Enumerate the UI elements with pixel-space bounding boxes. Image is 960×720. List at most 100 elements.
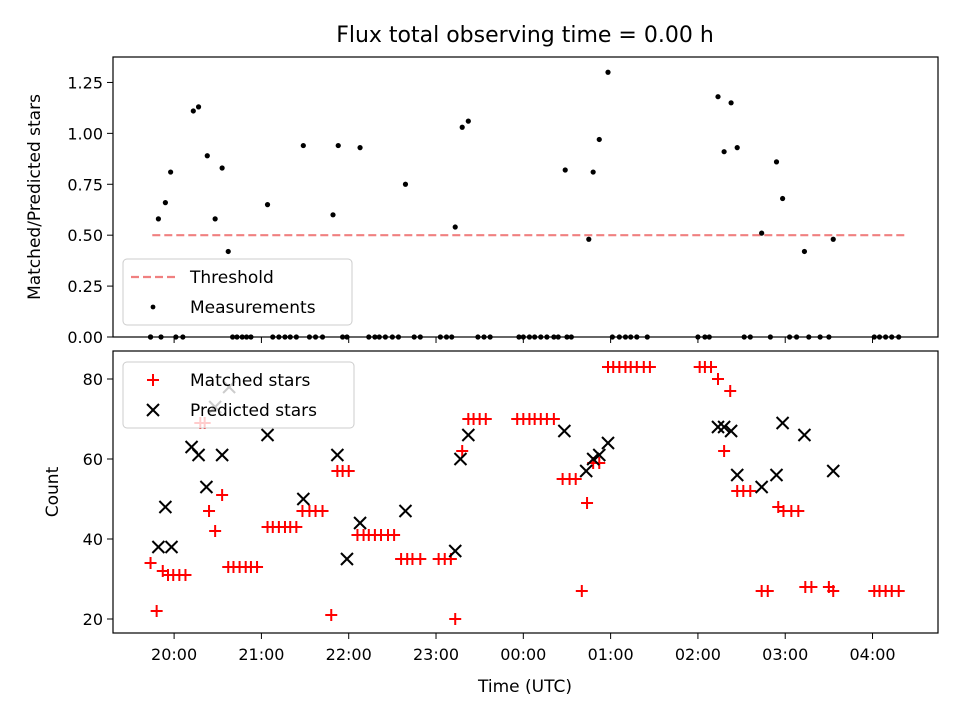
ratio-y-axis-label: Matched/Predicted stars xyxy=(25,94,45,300)
measurement-point xyxy=(330,212,336,218)
predicted-legend-swatch xyxy=(146,403,160,417)
matched-star-point xyxy=(449,613,462,625)
measurement-point xyxy=(721,149,727,155)
measurement-point xyxy=(773,159,780,165)
count-x-tick-label: 21:00 xyxy=(238,645,284,664)
matched-star-point xyxy=(144,557,157,569)
measurement-point xyxy=(590,169,596,175)
predicted-star-point xyxy=(717,420,731,434)
matched-star-point xyxy=(792,505,805,517)
measurement-point xyxy=(759,230,765,236)
count-y-tick-label: 80 xyxy=(83,370,103,389)
ratio-y-ticks: 0.00 0.25 0.50 0.75 1.00 1.25 xyxy=(67,73,113,347)
matched-star-point xyxy=(414,553,427,565)
ratio-y-tick-label: 1.00 xyxy=(67,124,103,143)
matched-star-point xyxy=(744,485,757,497)
measurement-point xyxy=(801,248,808,255)
predicted-star-point xyxy=(461,428,476,442)
predicted-star-point xyxy=(151,540,166,554)
matched-star-point xyxy=(388,529,401,541)
measurement-point xyxy=(452,224,458,230)
measurement-point xyxy=(155,216,161,222)
count-x-tick-label: 23:00 xyxy=(413,645,459,664)
measurement-point xyxy=(300,142,306,149)
measurement-point xyxy=(168,169,174,175)
predicted-star-point xyxy=(340,552,354,566)
matched-star-point xyxy=(342,465,355,477)
measurement-point xyxy=(830,236,836,242)
ratio-legend-box xyxy=(122,258,353,326)
ratio-y-tick-label: 0.00 xyxy=(67,328,103,347)
matched-star-point xyxy=(179,569,192,581)
count-x-tick-label: 04:00 xyxy=(849,645,895,664)
predicted-star-point xyxy=(711,420,725,434)
matched-star-point xyxy=(316,505,329,517)
matched-star-point xyxy=(575,585,588,597)
predicted-star-point xyxy=(330,448,345,462)
matched-star-point xyxy=(479,413,492,425)
ratio-y-tick-label: 1.25 xyxy=(67,73,103,92)
measurement-point xyxy=(728,100,734,106)
matched-star-point xyxy=(216,489,229,501)
count-x-tick-label: 02:00 xyxy=(675,645,721,664)
measurement-point xyxy=(402,181,409,187)
count-x-tick-label: 20:00 xyxy=(151,645,197,664)
count-y-tick-label: 40 xyxy=(83,530,103,549)
measurement-point xyxy=(219,165,225,171)
matched-star-point xyxy=(724,385,737,397)
matched-star-point xyxy=(718,445,731,457)
matched-star-point xyxy=(805,581,818,593)
predicted-star-point xyxy=(769,468,784,482)
predicted-star-point xyxy=(448,544,462,558)
measurement-point xyxy=(190,108,196,114)
predicted-star-point xyxy=(579,464,593,478)
predicted-star-point xyxy=(398,504,413,518)
count-axes-frame xyxy=(112,350,939,634)
matched-legend-swatch xyxy=(147,374,159,386)
measurement-point xyxy=(596,136,602,143)
matched-star-point xyxy=(827,585,840,597)
predicted-star-point xyxy=(260,428,275,442)
predicted-star-point xyxy=(296,492,311,506)
measurement-point xyxy=(335,142,341,149)
matched-star-point xyxy=(209,525,222,537)
predicted-star-point xyxy=(730,468,744,482)
matched-star-point xyxy=(456,445,469,457)
count-legend: Matched stars Predicted stars xyxy=(122,361,355,429)
predicted-star-point xyxy=(586,452,600,466)
predicted-star-point xyxy=(592,448,606,462)
measurement-point xyxy=(780,195,786,202)
matched-star-point xyxy=(547,413,560,425)
matched-star-point xyxy=(643,361,656,373)
matched-star-point xyxy=(761,585,774,597)
chart-title: Flux total observing time = 0.00 h xyxy=(336,23,714,48)
measurement-point xyxy=(204,153,210,159)
matched-star-point xyxy=(569,473,582,485)
measurements-legend-label: Measurements xyxy=(190,298,316,318)
predicted-star-point xyxy=(754,480,769,494)
threshold-legend-label: Threshold xyxy=(189,268,274,288)
matched-star-point xyxy=(150,605,163,617)
predicted-star-point xyxy=(353,516,367,530)
ratio-x-ticks xyxy=(173,337,874,343)
predicted-legend-label: Predicted stars xyxy=(190,401,317,421)
count-y-axis-label: Count xyxy=(43,466,63,517)
count-y-ticks: 20 40 60 80 xyxy=(83,370,113,629)
ratio-y-tick-label: 0.25 xyxy=(67,277,103,296)
count-x-tick-label: 22:00 xyxy=(326,645,372,664)
predicted-star-point xyxy=(215,448,229,462)
count-panel: 20 40 60 80 20:00 21:00 22:00 23:00 00:00 01:00 0… xyxy=(43,350,939,697)
predicted-star-point xyxy=(164,540,179,554)
matched-star-point xyxy=(705,361,718,373)
measurement-point xyxy=(264,202,271,208)
matched-star-point xyxy=(712,373,724,385)
matched-star-point xyxy=(325,609,338,621)
predicted-star-point xyxy=(775,416,790,430)
matched-star-point xyxy=(290,521,303,533)
count-y-tick-label: 60 xyxy=(83,450,103,469)
ratio-y-tick-label: 0.75 xyxy=(67,175,103,194)
count-x-tick-label: 03:00 xyxy=(762,645,808,664)
measurement-point xyxy=(357,145,363,151)
ratio-legend: Threshold Measurements xyxy=(122,258,353,326)
